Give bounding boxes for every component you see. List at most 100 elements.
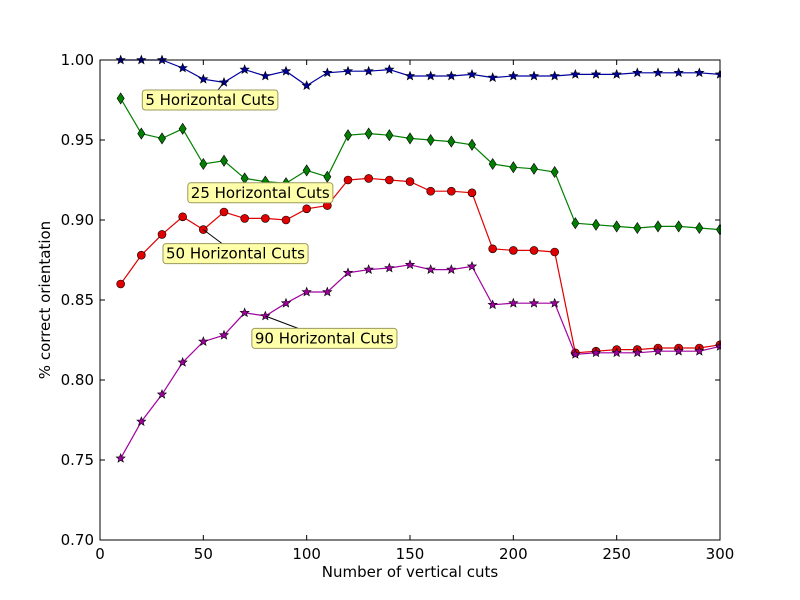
series-4-point-25 [611, 347, 622, 358]
series-3-point-3 [157, 230, 167, 239]
y-tick-label: 0.90 [61, 211, 94, 229]
series-2-point-6 [220, 154, 228, 167]
series-4-point-14 [384, 262, 395, 273]
series-1-point-13 [363, 65, 374, 76]
y-tick-label: 0.85 [61, 291, 94, 309]
series-1-point-27 [652, 67, 664, 78]
x-tick-label: 150 [396, 545, 425, 563]
series-1-point-20 [508, 70, 519, 81]
annotation-label: 5 Horizontal Cuts [145, 91, 275, 109]
series-2-point-18 [468, 138, 476, 151]
series-2-point-13 [364, 127, 373, 140]
series-4-point-20 [508, 297, 519, 308]
series-3-point-17 [447, 186, 456, 196]
y-tick-label: 0.75 [61, 451, 94, 469]
series-3-point-20 [509, 246, 518, 255]
series-3-point-6 [219, 207, 229, 217]
series-3-point-18 [467, 188, 477, 198]
series-2-point-15 [406, 132, 414, 145]
x-tick-label: 250 [602, 545, 631, 563]
annotation-arrow [265, 315, 299, 329]
series-2-point-3 [158, 132, 166, 145]
series-2-point-16 [426, 133, 435, 147]
series-2-point-10 [302, 164, 311, 177]
series-3-point-7 [240, 214, 249, 223]
series-2-point-2 [137, 127, 146, 140]
series-2-point-26 [633, 221, 642, 235]
series-1-point-17 [446, 70, 457, 81]
series-2-point-27 [654, 220, 662, 233]
series-4-point-1 [115, 452, 126, 463]
series-4-point-23 [570, 348, 581, 359]
series-4-point-8 [260, 310, 271, 321]
annotation-box [141, 89, 279, 111]
series-4-point-19 [487, 299, 498, 310]
series-4-point-28 [673, 345, 684, 356]
series-2-point-5 [199, 157, 208, 171]
series-4-point-21 [528, 297, 540, 308]
series-1-point-22 [549, 70, 560, 81]
x-tick-label: 50 [194, 545, 213, 563]
annotation-arrow [217, 82, 225, 91]
y-tick-label: 0.80 [61, 371, 94, 389]
series-4-point-6 [218, 329, 230, 340]
y-tick-label: 0.95 [61, 131, 94, 149]
annotation-3: 50 Horizontal Cuts [162, 229, 309, 265]
x-tick-label: 0 [95, 545, 105, 563]
series-4-point-5 [198, 336, 209, 346]
annotation-box [251, 327, 398, 349]
series-4-point-29 [694, 345, 705, 356]
annotation-arrow [203, 229, 223, 245]
series-4-point-12 [342, 267, 354, 278]
series-1-point-7 [239, 64, 250, 74]
series-1-point-6 [218, 76, 230, 87]
series-4-point-15 [404, 259, 416, 270]
series-1-point-24 [590, 68, 602, 79]
series-1-point-18 [466, 68, 478, 79]
series-1-point-25 [611, 68, 622, 79]
series-2-point-25 [612, 220, 621, 233]
series-1-point-14 [384, 64, 395, 74]
annotation-label: 90 Horizontal Cuts [255, 329, 394, 347]
x-tick-label: 100 [292, 545, 321, 563]
series-2 [116, 92, 721, 236]
series-3-point-1 [116, 279, 125, 289]
series-4-point-2 [136, 416, 147, 426]
series-3-point-14 [385, 175, 394, 185]
series-2-point-12 [344, 129, 352, 142]
annotation-label: 25 Horizontal Cuts [191, 184, 330, 202]
series-2-point-20 [509, 161, 518, 174]
series-3-point-22 [550, 247, 559, 257]
series-1 [115, 54, 721, 90]
series-3-point-4 [178, 212, 187, 222]
series-4-point-3 [156, 388, 168, 399]
series-4-point-24 [590, 347, 602, 358]
series-4-point-16 [425, 264, 436, 274]
series-3-point-2 [137, 250, 146, 260]
series-4-point-26 [632, 347, 643, 358]
series-4-point-9 [280, 297, 292, 308]
series-1-point-10 [301, 80, 312, 90]
series-1-point-23 [570, 68, 581, 79]
series-3-point-10 [302, 204, 311, 214]
series-2-point-17 [447, 135, 456, 148]
series-2-point-28 [674, 220, 683, 233]
series-2-point-23 [571, 217, 580, 230]
series-3-point-21 [529, 246, 539, 255]
annotation-label: 50 Horizontal Cuts [166, 245, 305, 263]
x-tick-label: 300 [706, 545, 735, 563]
series-3-point-19 [488, 244, 497, 254]
y-axis-title: % correct orientation [36, 221, 54, 379]
y-tick-label: 1.00 [61, 51, 94, 69]
series-4-point-13 [363, 264, 374, 274]
series-layer [115, 54, 721, 463]
annotations: 5 Horizontal Cuts 25 Horizontal Cuts 50 Ho… [141, 82, 398, 349]
series-2-point-29 [695, 221, 704, 235]
series-1-point-29 [694, 67, 705, 78]
x-tick-label: 200 [499, 545, 528, 563]
series-1-point-28 [673, 67, 684, 78]
series-2-point-21 [530, 162, 538, 175]
series-4-point-27 [652, 345, 664, 356]
annotation-box [187, 182, 334, 204]
series-2-point-1 [116, 92, 125, 105]
